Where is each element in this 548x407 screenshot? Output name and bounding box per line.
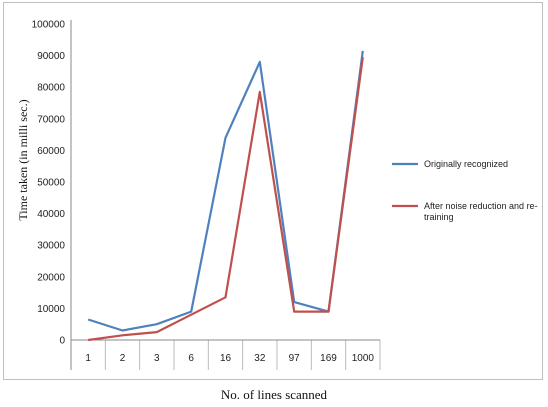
x-tick-label: 32 [254, 353, 266, 364]
x-tick-label: 3 [154, 353, 160, 364]
y-tick-label: 80000 [37, 83, 65, 94]
x-tick-label: 1000 [352, 353, 375, 364]
y-tick-label: 70000 [37, 114, 65, 125]
y-tick-label: 20000 [37, 272, 65, 283]
x-tick-label: 97 [289, 353, 301, 364]
y-tick-label: 40000 [37, 209, 65, 220]
x-tick-label: 1 [85, 353, 91, 364]
series-line-1 [87, 50, 364, 332]
x-tick-label: 2 [120, 353, 126, 364]
x-axis-label: No. of lines scanned [220, 387, 328, 402]
series-line-2 [88, 57, 364, 342]
y-tick-label: 10000 [37, 304, 65, 315]
y-tick-label: 30000 [37, 241, 65, 252]
y-tick-label: 50000 [37, 178, 65, 189]
y-tick-label: 90000 [37, 51, 65, 62]
chart-frame [3, 2, 543, 380]
series-lines [87, 50, 364, 342]
y-axis-label: Time taken (in milli sec.) [16, 99, 30, 220]
y-axis-ticks: 0 10000 20000 30000 40000 50000 60000 70000 8000… [32, 20, 66, 347]
x-axis-ticks: 1 2 3 6 16 32 97 169 1000 [70, 340, 381, 370]
y-tick-label: 0 [59, 336, 65, 347]
x-tick-label: 6 [188, 353, 194, 364]
y-tick-label: 100000 [32, 20, 66, 31]
legend-entry: Originally recognized [424, 159, 508, 169]
x-tick-label: 169 [320, 353, 337, 364]
legend: Originally recognized After noise reducti… [392, 159, 538, 222]
legend-entry: After noise reduction and re-training [424, 201, 538, 222]
y-tick-label: 60000 [37, 146, 65, 157]
x-tick-label: 16 [220, 353, 232, 364]
